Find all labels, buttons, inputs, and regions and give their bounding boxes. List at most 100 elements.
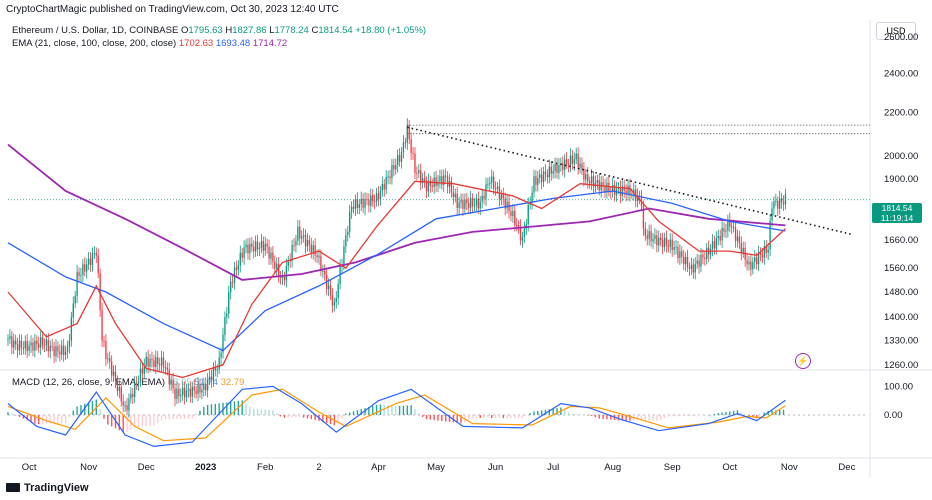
candle-body xyxy=(301,236,303,239)
candle-body xyxy=(132,393,134,397)
candle-body xyxy=(370,195,372,206)
candle-body xyxy=(99,273,101,310)
macd-histogram-bar xyxy=(379,404,382,415)
time-tick-label: Dec xyxy=(838,462,855,473)
macd-histogram-bar xyxy=(529,413,531,415)
candle-body xyxy=(74,295,76,304)
candle-body xyxy=(320,255,322,272)
candle-body xyxy=(197,384,199,394)
last-price-tag: 1814.54 11:19:14 xyxy=(872,203,922,223)
currency-button[interactable]: USD xyxy=(876,22,916,40)
candle-body xyxy=(688,267,691,269)
candle-body xyxy=(746,259,748,265)
candle-body xyxy=(562,163,564,171)
macd-histogram-bar xyxy=(295,415,297,418)
macd-histogram-bar xyxy=(30,415,32,422)
macd-histogram-bar xyxy=(406,405,408,415)
candle-body xyxy=(661,240,664,247)
candle-body xyxy=(592,176,595,187)
macd-histogram-bar xyxy=(241,400,243,415)
candle-body xyxy=(719,235,721,241)
macd-histogram-bar xyxy=(563,409,566,415)
macd-histogram-bar xyxy=(87,402,90,415)
candle-body xyxy=(769,220,771,250)
macd-histogram-bar xyxy=(103,415,105,419)
candle-body xyxy=(318,255,320,258)
macd-histogram-bar xyxy=(621,415,623,421)
macd-histogram-bar xyxy=(429,415,432,420)
macd-histogram-bar xyxy=(203,406,205,415)
candle-body xyxy=(251,243,253,247)
macd-histogram-bar xyxy=(226,402,228,415)
candle-body xyxy=(387,176,389,178)
candle-body xyxy=(567,163,570,166)
candle-body xyxy=(527,204,529,225)
candle-body xyxy=(469,198,472,208)
macd-histogram-bar xyxy=(759,415,762,416)
candle-body xyxy=(755,257,758,265)
candle-body xyxy=(316,255,318,258)
candle-body xyxy=(521,236,524,241)
candle-body xyxy=(95,252,97,256)
candle-body xyxy=(160,357,163,366)
macd-histogram-bar xyxy=(245,403,247,415)
macd-histogram-bar xyxy=(418,413,420,415)
candle-body xyxy=(554,163,556,172)
macd-histogram-bar xyxy=(648,415,650,421)
macd-histogram-bar xyxy=(352,411,355,415)
low-value: 1778.24 xyxy=(274,25,309,36)
candle-body xyxy=(491,176,493,183)
candle-body xyxy=(727,219,729,231)
macd-histogram-bar xyxy=(218,403,220,415)
candle-body xyxy=(7,338,9,340)
candle-body xyxy=(531,192,533,203)
candle-body xyxy=(740,243,742,254)
close-label: C xyxy=(311,25,319,36)
lightning-icon[interactable]: ⚡ xyxy=(795,353,811,369)
macd-tick-label: 100.00 xyxy=(884,381,913,392)
candle-body xyxy=(350,206,353,212)
candle-body xyxy=(53,346,55,356)
macd-histogram-bar xyxy=(679,415,681,417)
candle-body xyxy=(606,182,608,192)
candle-body xyxy=(39,337,42,348)
candle-body xyxy=(68,340,71,347)
ema21-value: 1702.63 xyxy=(178,38,214,49)
candle-body xyxy=(80,274,82,276)
candle-body xyxy=(377,193,380,200)
macd-histogram-bar xyxy=(364,408,366,415)
candle-body xyxy=(324,270,326,275)
macd-histogram-bar xyxy=(145,415,147,427)
macd-histogram-bar xyxy=(368,406,370,415)
candle-body xyxy=(416,172,418,174)
candle-body xyxy=(354,199,357,209)
macd-histogram-bar xyxy=(659,415,662,420)
candle-body xyxy=(456,193,458,208)
price-tick-label: 1400.00 xyxy=(884,312,918,323)
macd-histogram-bar xyxy=(441,415,443,422)
candle-body xyxy=(633,189,635,194)
candle-body xyxy=(683,256,685,265)
candle-body xyxy=(577,153,579,168)
macd-histogram-bar xyxy=(671,415,673,417)
candle-body xyxy=(327,285,330,289)
candle-body xyxy=(621,186,623,196)
candle-body xyxy=(713,241,716,249)
macd-histogram-bar xyxy=(375,404,378,415)
candle-body xyxy=(466,199,468,203)
candle-body xyxy=(372,195,374,202)
candle-body xyxy=(314,245,316,256)
candle-body xyxy=(473,205,476,207)
candle-body xyxy=(62,345,65,355)
macd-histogram-bar xyxy=(122,415,124,433)
macd-histogram-bar xyxy=(483,415,485,419)
candle-body xyxy=(349,211,351,232)
macd-histogram-bar xyxy=(149,415,151,426)
macd-histogram-bar xyxy=(272,410,274,415)
candle-body xyxy=(552,171,554,174)
candle-body xyxy=(575,153,577,160)
candle-body xyxy=(345,234,347,247)
macd-histogram-bar xyxy=(629,415,631,421)
candle-body xyxy=(450,181,453,193)
